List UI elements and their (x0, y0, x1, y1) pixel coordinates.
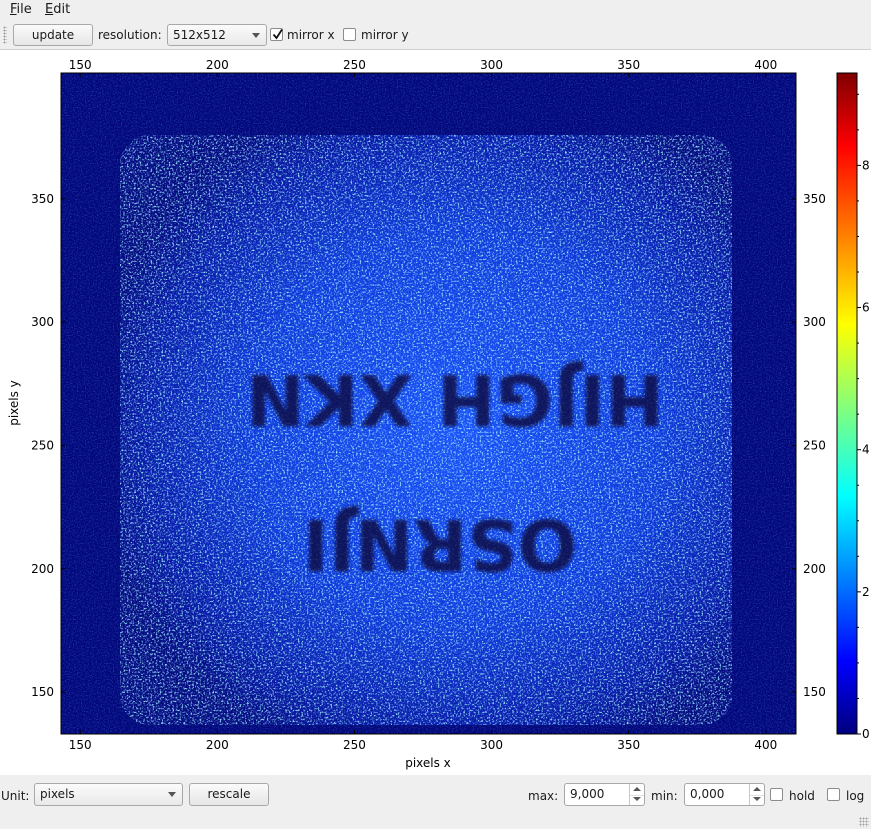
log-label: log (846, 789, 864, 803)
menu-edit-mnemonic: E (45, 2, 53, 17)
colorbar-gradient (837, 73, 857, 734)
plot-svg: HIJGH XKN OSRNJI 150 150 200 200 250 250 300 30… (0, 50, 871, 775)
resolution-value: 512x512 (173, 28, 226, 42)
menu-edit-label: dit (53, 2, 70, 17)
x-tick-label-top: 150 (69, 58, 92, 72)
x-tick-label-bottom: 350 (617, 738, 640, 752)
resolution-label: resolution: (98, 28, 162, 42)
menu-file[interactable]: File (10, 2, 32, 17)
log-checkbox[interactable] (827, 788, 840, 801)
x-axis-label: pixels x (405, 756, 451, 770)
y-tick-label-left: 350 (31, 192, 54, 206)
y-tick-label-left: 250 (31, 438, 54, 452)
image-text-line-1: HIJGH XKN (246, 358, 664, 440)
x-tick-label-bottom: 150 (69, 738, 92, 752)
y-tick-label-right: 350 (803, 192, 826, 206)
colorbar-tick-label: 8 (862, 158, 870, 172)
mirror-x-label: mirror x (287, 28, 335, 42)
heatmap-image[interactable]: HIJGH XKN OSRNJI (61, 73, 796, 734)
bottom-bar: Unit: pixels rescale max: 9,000 min: 0,0… (0, 775, 871, 829)
colorbar-tick-label: 0 (862, 727, 870, 741)
hold-label: hold (789, 789, 815, 803)
unit-label: Unit: (1, 789, 29, 803)
hold-checkbox[interactable] (770, 788, 783, 801)
chevron-down-icon (168, 792, 176, 797)
y-tick-label-left: 150 (31, 685, 54, 699)
plot-area: HIJGH XKN OSRNJI 150 150 200 200 250 250 300 30… (0, 50, 871, 775)
menu-bar: File Edit (0, 0, 871, 21)
y-tick-label-right: 300 (803, 315, 826, 329)
colorbar-ticks: 0 2 4 6 8 (857, 94, 870, 741)
toolbar: update resolution: 512x512 mirror x mirr… (0, 21, 871, 50)
y-tick-label-right: 150 (803, 685, 826, 699)
unit-value: pixels (40, 787, 75, 801)
colorbar: 0 2 4 6 8 (837, 73, 870, 741)
colorbar-tick-label: 4 (862, 443, 870, 457)
y-axis-label: pixels y (7, 380, 21, 426)
y-tick-label-right: 200 (803, 562, 826, 576)
rescale-button[interactable]: rescale (189, 783, 269, 806)
x-tick-label-top: 300 (480, 58, 503, 72)
update-button[interactable]: update (13, 24, 93, 46)
max-spinbox[interactable]: 9,000 (564, 783, 645, 806)
min-decrement-icon[interactable] (749, 794, 764, 805)
y-tick-label-left: 200 (31, 562, 54, 576)
y-tick-label-left: 300 (31, 315, 54, 329)
mirror-y-checkbox[interactable] (343, 28, 356, 41)
unit-select[interactable]: pixels (34, 783, 183, 806)
y-tick-label-right: 250 (803, 438, 826, 452)
image-text-line-2: OSRNJI (303, 503, 578, 585)
x-tick-label-top: 250 (343, 58, 366, 72)
checkmark-icon (271, 28, 284, 41)
menu-edit[interactable]: Edit (45, 2, 70, 17)
x-tick-label-top: 350 (617, 58, 640, 72)
x-tick-label-top: 400 (754, 58, 777, 72)
x-tick-label-bottom: 300 (480, 738, 503, 752)
max-label: max: (528, 789, 558, 803)
min-label: min: (651, 789, 678, 803)
min-spinbox[interactable]: 0,000 (684, 783, 765, 806)
max-value: 9,000 (570, 787, 604, 801)
colorbar-tick-label: 2 (862, 585, 870, 599)
max-decrement-icon[interactable] (629, 794, 644, 805)
colorbar-tick-label: 6 (862, 301, 870, 315)
min-value: 0,000 (690, 787, 724, 801)
menu-file-label: ile (17, 2, 32, 17)
mirror-y-label: mirror y (361, 28, 409, 42)
mirror-x-checkbox[interactable] (270, 28, 283, 41)
resize-grip-icon[interactable] (859, 817, 869, 827)
x-tick-label-top: 200 (206, 58, 229, 72)
chevron-down-icon (252, 33, 260, 38)
x-tick-label-bottom: 200 (206, 738, 229, 752)
resolution-select[interactable]: 512x512 (167, 24, 267, 46)
x-tick-label-bottom: 400 (754, 738, 777, 752)
toolbar-grip-icon[interactable] (3, 26, 7, 44)
x-tick-label-bottom: 250 (343, 738, 366, 752)
